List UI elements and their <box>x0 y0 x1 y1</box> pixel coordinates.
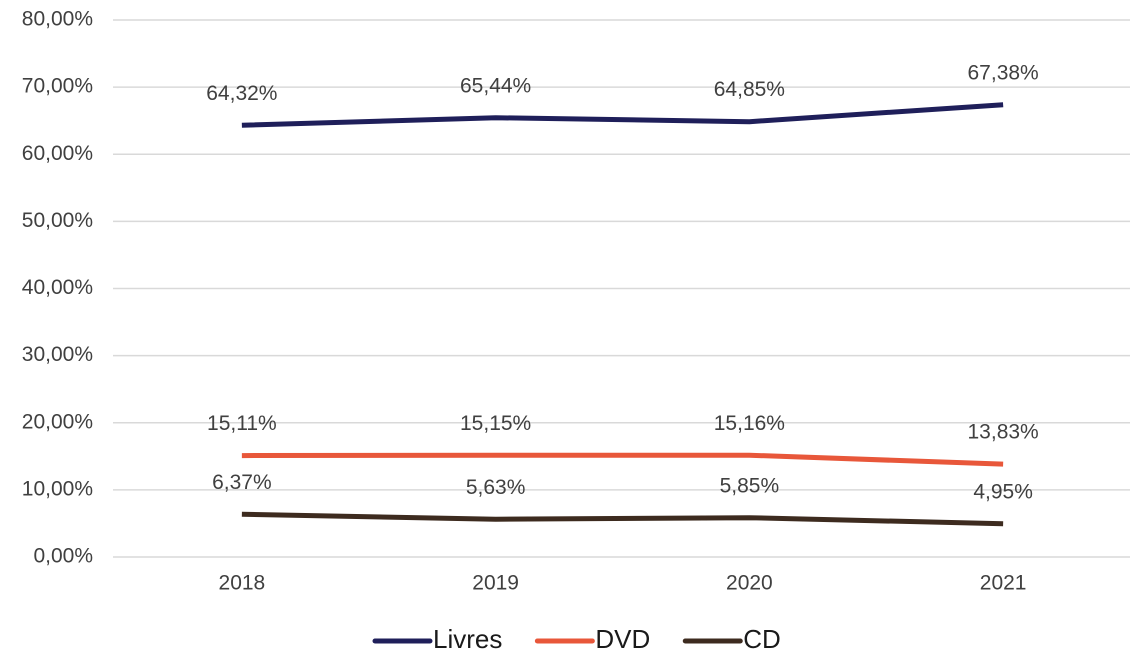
x-tick-label: 2019 <box>472 572 519 595</box>
data-label: 15,16% <box>714 412 785 435</box>
data-label: 5,63% <box>466 476 526 499</box>
y-tick-label: 10,00% <box>22 477 93 500</box>
data-label: 15,11% <box>207 412 277 435</box>
y-tick-label: 80,00% <box>22 8 93 31</box>
x-tick-label: 2020 <box>726 572 773 595</box>
series-line <box>241 452 1004 467</box>
series-line <box>241 102 1004 128</box>
y-tick-label: 70,00% <box>22 75 93 98</box>
legend-label: DVD <box>595 624 650 654</box>
data-label: 4,95% <box>973 480 1033 503</box>
y-tick-label: 20,00% <box>22 410 93 433</box>
data-label: 64,85% <box>714 78 785 101</box>
data-label: 64,32% <box>206 82 277 105</box>
y-tick-label: 0,00% <box>33 545 93 568</box>
x-tick-label: 2018 <box>219 572 266 595</box>
data-label: 13,83% <box>968 421 1039 444</box>
y-tick-label: 40,00% <box>22 276 93 299</box>
x-tick-label: 2021 <box>980 572 1027 595</box>
series-line <box>241 511 1004 527</box>
data-label: 67,38% <box>968 61 1039 84</box>
data-label: 6,37% <box>212 471 272 494</box>
y-tick-label: 60,00% <box>22 142 93 165</box>
legend-label: CD <box>743 624 781 654</box>
data-label: 5,85% <box>720 474 780 497</box>
data-label: 15,15% <box>460 412 531 435</box>
data-label: 65,44% <box>460 74 531 97</box>
y-tick-label: 50,00% <box>22 209 93 232</box>
legend-label: Livres <box>433 624 502 654</box>
y-tick-label: 30,00% <box>22 343 93 366</box>
